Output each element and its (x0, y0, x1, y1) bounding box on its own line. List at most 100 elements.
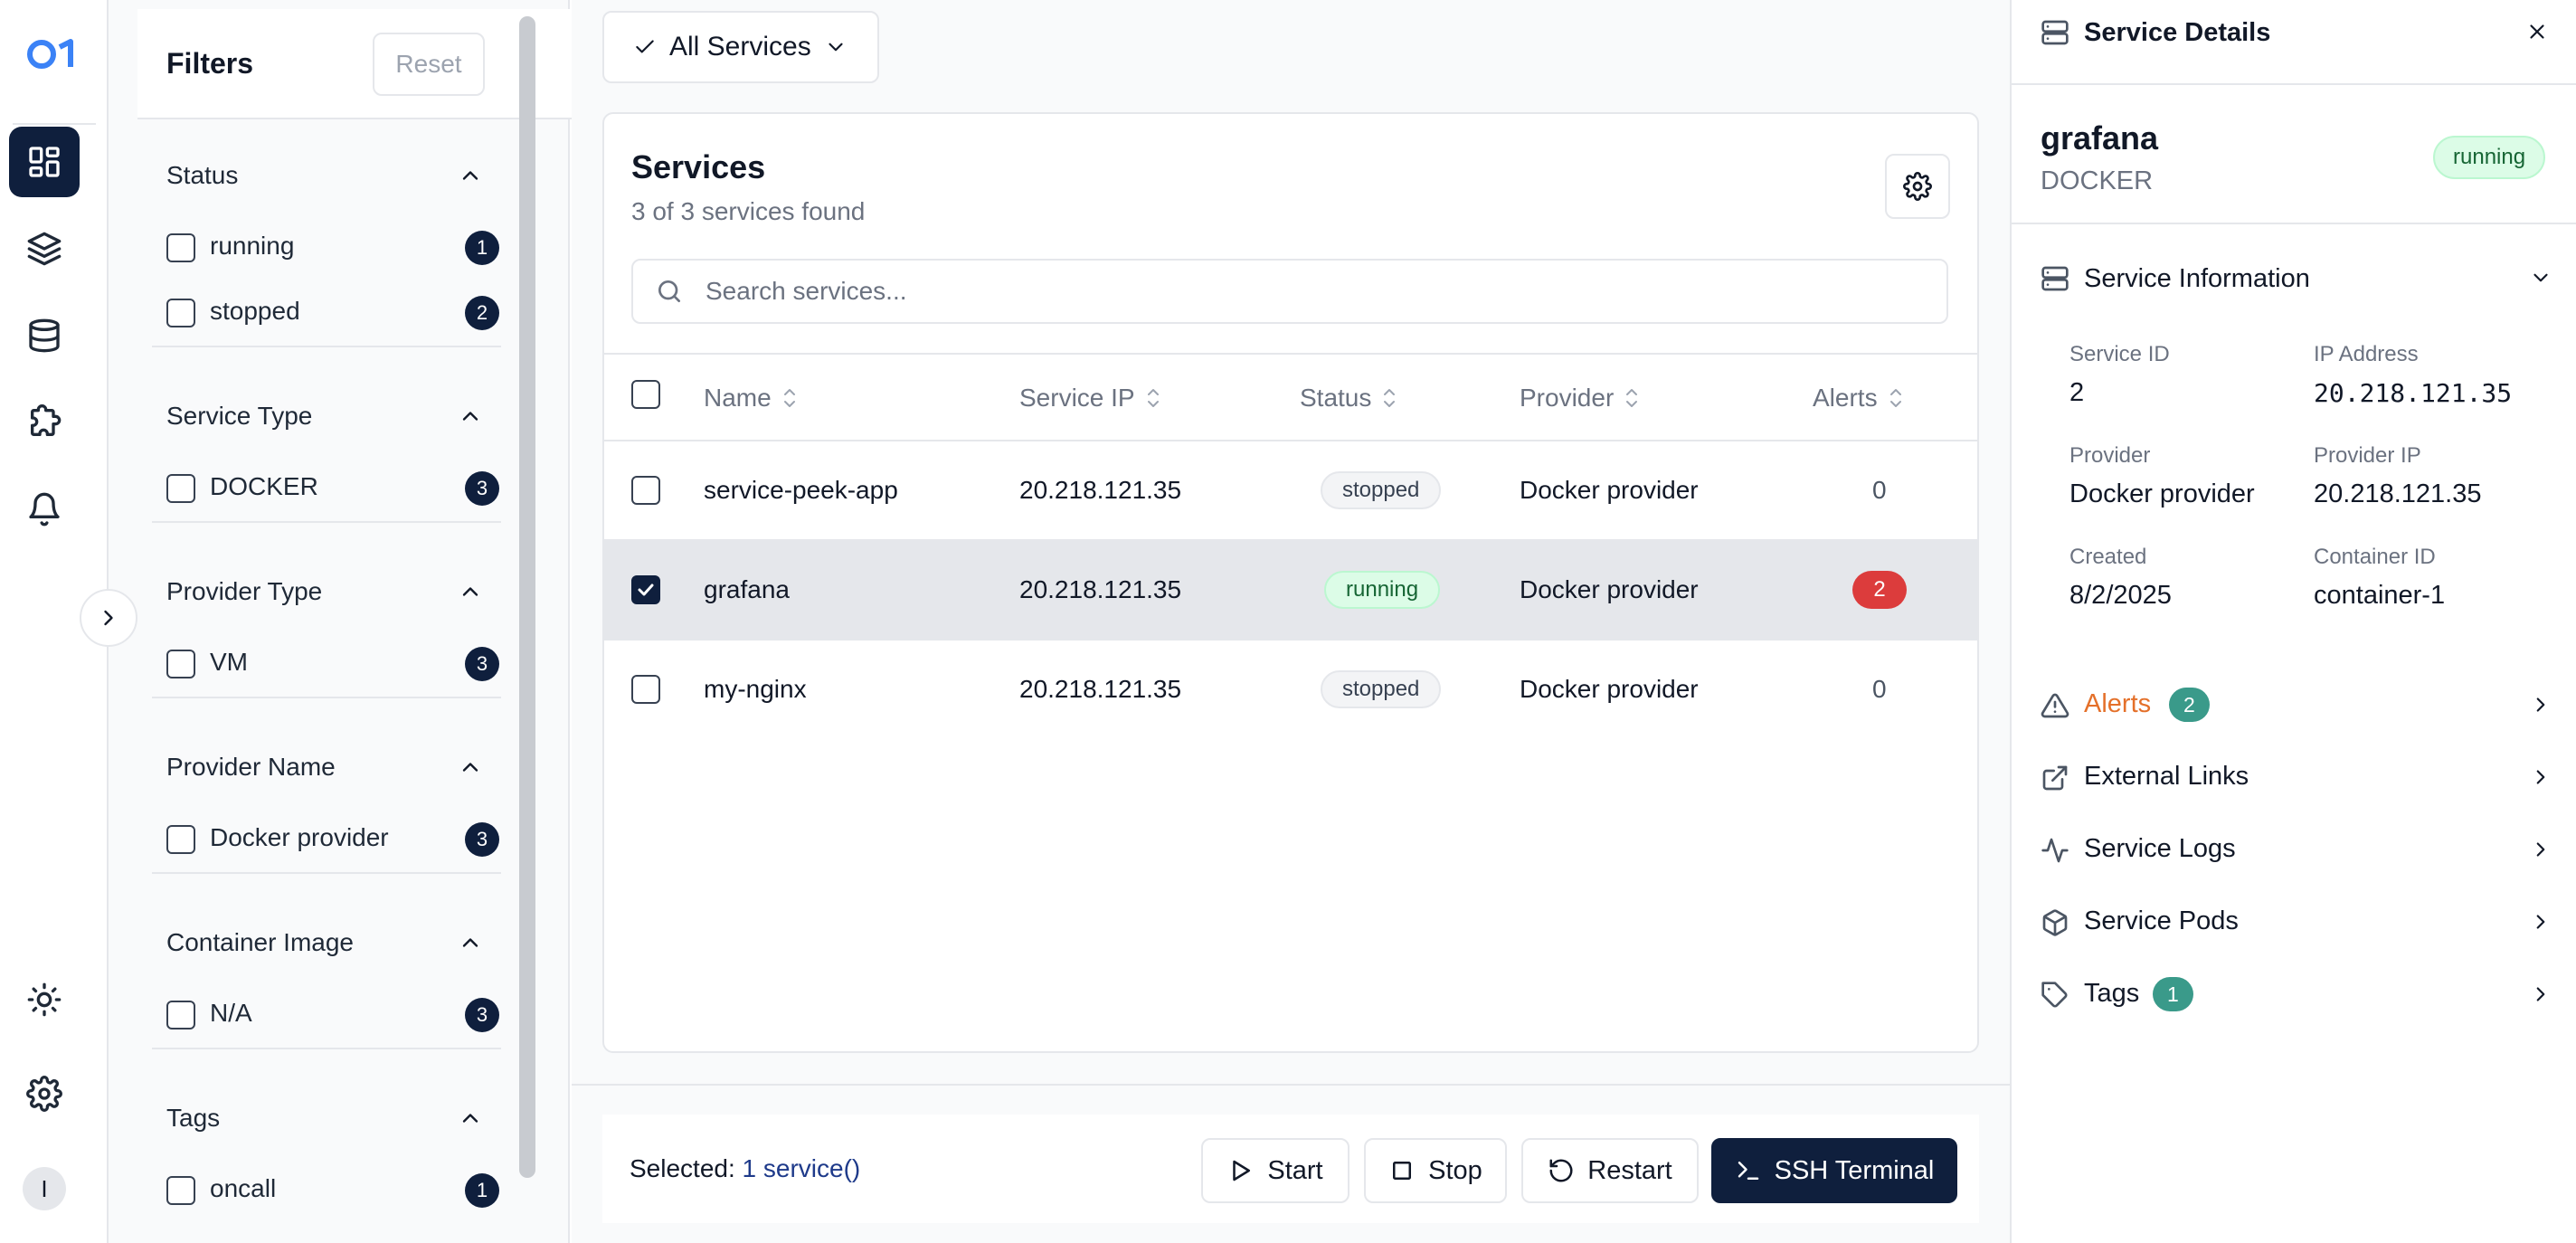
table-settings-button[interactable] (1885, 154, 1950, 219)
expand-sidebar-button[interactable] (80, 589, 137, 647)
filter-option-checkbox[interactable] (166, 299, 195, 327)
nav-notifications-button[interactable] (9, 474, 80, 545)
search-input[interactable] (706, 271, 1918, 311)
filter-section-title[interactable]: Container Image (166, 928, 355, 956)
dashboard-icon (29, 147, 60, 177)
theme-toggle-button[interactable] (9, 964, 80, 1035)
status-badge: stopped (1321, 471, 1442, 509)
external-links-section-title[interactable]: External Links (2084, 762, 2249, 791)
filter-option-label[interactable]: N/A (210, 999, 252, 1027)
row-checkbox[interactable] (631, 675, 660, 704)
row-divider (604, 539, 1977, 541)
app-logo-icon[interactable] (24, 36, 85, 72)
close-icon (2530, 24, 2544, 39)
filter-option-count: 1 (465, 1173, 499, 1208)
filter-section-title[interactable]: Service Type (166, 402, 313, 430)
settings-button[interactable] (9, 1058, 80, 1129)
stop-button[interactable]: Stop (1364, 1138, 1507, 1203)
restart-button[interactable]: Restart (1521, 1138, 1699, 1203)
alerts-section-title[interactable]: Alerts (2084, 689, 2152, 718)
puzzle-icon (31, 404, 62, 436)
filter-option-checkbox[interactable] (166, 1001, 195, 1030)
services-title: Services (631, 148, 766, 185)
column-header[interactable]: Provider (1520, 384, 1641, 413)
service-pods-section-title[interactable]: Service Pods (2084, 906, 2239, 935)
service-id-value: 2 (2069, 378, 2085, 407)
close-details-button[interactable] (2525, 20, 2549, 43)
tags-section-title[interactable]: Tags (2084, 979, 2140, 1008)
ssh-terminal-button[interactable]: SSH Terminal (1711, 1138, 1957, 1203)
filter-option-count: 2 (465, 296, 499, 330)
chevron-up-icon[interactable] (458, 754, 483, 780)
filter-option-label[interactable]: running (210, 232, 295, 260)
filter-option-label[interactable]: DOCKER (210, 472, 318, 500)
column-header[interactable]: Status (1300, 384, 1398, 413)
filter-section-divider (152, 872, 501, 874)
column-header[interactable]: Name (704, 384, 799, 413)
selection-link[interactable]: 1 service() (742, 1154, 861, 1182)
filter-section-title[interactable]: Status (166, 161, 239, 189)
sort-icon (1380, 386, 1398, 410)
reset-filters-button[interactable]: Reset (373, 33, 485, 96)
chevron-up-icon[interactable] (458, 579, 483, 604)
filter-option-label[interactable]: VM (210, 648, 248, 676)
filter-option-count: 3 (465, 998, 499, 1032)
chevron-up-icon[interactable] (458, 163, 483, 188)
table-row[interactable] (604, 640, 1977, 738)
provider-value: Docker provider (2069, 479, 2255, 508)
filter-option-checkbox[interactable] (166, 650, 195, 678)
container-id-label: Container ID (2314, 545, 2436, 569)
nav-dashboard-button[interactable] (9, 127, 80, 197)
created-label: Created (2069, 545, 2147, 569)
nav-layers-button[interactable] (9, 213, 80, 284)
filter-option-checkbox[interactable] (166, 825, 195, 854)
filters-scrollbar[interactable] (519, 16, 535, 1178)
chevron-right-icon[interactable] (2529, 765, 2552, 789)
all-services-label: All Services (669, 32, 811, 62)
stop-label: Stop (1428, 1155, 1482, 1185)
chevron-up-icon[interactable] (458, 1105, 483, 1131)
filter-option-label[interactable]: stopped (210, 297, 300, 325)
filter-section-title[interactable]: Provider Type (166, 577, 323, 605)
filter-section-title[interactable]: Tags (166, 1104, 221, 1132)
server-icon (2041, 264, 2069, 293)
chevron-up-icon[interactable] (458, 403, 483, 429)
filter-option-checkbox[interactable] (166, 1176, 195, 1205)
row-checkbox[interactable] (631, 575, 660, 604)
alerts-count: 0 (1872, 675, 1887, 703)
start-button[interactable]: Start (1201, 1138, 1350, 1203)
chevron-right-icon[interactable] (2529, 838, 2552, 861)
column-header[interactable]: Alerts (1813, 384, 1905, 413)
external-link-icon (2041, 764, 2069, 792)
chevron-down-icon[interactable] (2529, 266, 2552, 289)
service-logs-section-title[interactable]: Service Logs (2084, 834, 2236, 863)
filter-option-checkbox[interactable] (166, 233, 195, 262)
row-checkbox[interactable] (631, 476, 660, 505)
filter-option-count: 3 (465, 822, 499, 857)
all-services-dropdown[interactable]: All Services (602, 11, 879, 83)
service-ip-cell: 20.218.121.35 (1019, 675, 1182, 703)
nav-database-button[interactable] (9, 300, 80, 371)
selection-prefix: Selected: (630, 1154, 743, 1182)
column-header[interactable]: Service IP (1019, 384, 1162, 413)
database-icon (29, 318, 60, 353)
column-header-label: Alerts (1813, 384, 1878, 412)
service-information-toggle[interactable]: Service Information (2084, 264, 2310, 293)
chevron-up-icon[interactable] (458, 930, 483, 955)
filter-option-label[interactable]: Docker provider (210, 823, 389, 851)
details-header-divider (2012, 83, 2576, 85)
details-status-badge: running (2433, 136, 2546, 179)
container-id-value: container-1 (2314, 581, 2446, 610)
nav-plugins-button[interactable] (9, 387, 80, 458)
table-row[interactable] (604, 541, 1977, 639)
search-box (631, 259, 1948, 324)
filter-section-title[interactable]: Provider Name (166, 753, 336, 781)
filter-option-checkbox[interactable] (166, 474, 195, 503)
package-icon (2041, 908, 2069, 937)
user-avatar[interactable]: I (23, 1167, 66, 1210)
select-all-checkbox[interactable] (631, 380, 660, 409)
chevron-right-icon[interactable] (2529, 693, 2552, 716)
filter-option-label[interactable]: oncall (210, 1174, 277, 1202)
chevron-right-icon[interactable] (2529, 910, 2552, 934)
chevron-right-icon[interactable] (2529, 982, 2552, 1006)
